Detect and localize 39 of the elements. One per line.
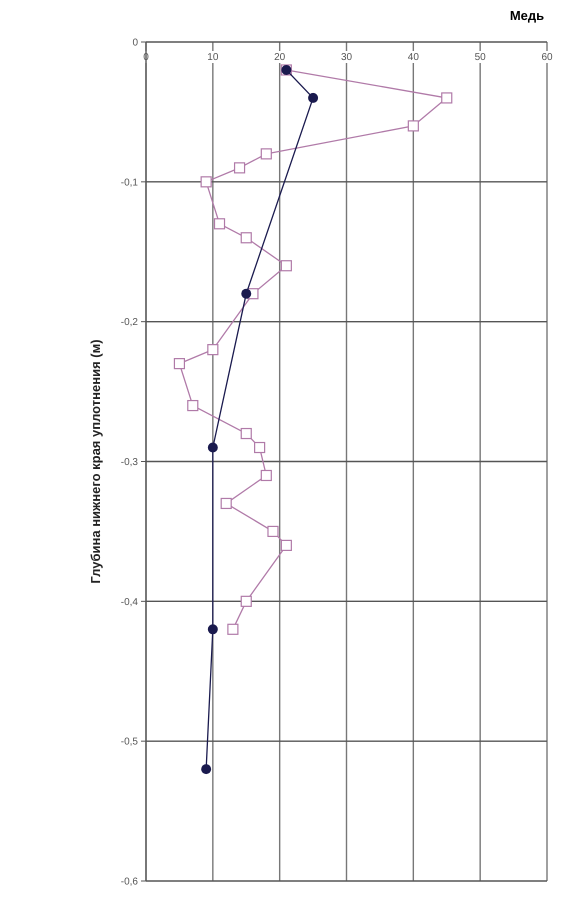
point xyxy=(201,764,212,774)
point xyxy=(174,358,186,370)
x-tick-label: 50 xyxy=(474,52,486,63)
point xyxy=(308,92,318,103)
x-tick-label: 10 xyxy=(207,52,219,63)
x-tick-label: 20 xyxy=(274,52,286,63)
point xyxy=(260,470,272,482)
point xyxy=(234,162,246,174)
x-tick-label: 40 xyxy=(408,52,420,63)
point xyxy=(187,400,198,412)
chart-title: Медь xyxy=(510,8,544,23)
point xyxy=(280,540,292,551)
point xyxy=(267,526,279,538)
point xyxy=(208,624,218,634)
y-axis-title: Глубина нижнего края уплотнения (м) xyxy=(88,339,103,584)
y-tick-label: -0,5 xyxy=(120,736,138,748)
y-tick-label: -0,2 xyxy=(120,317,138,328)
point xyxy=(441,92,452,104)
y-tick-label: -0,3 xyxy=(120,457,138,468)
x-tick-label: 60 xyxy=(541,52,553,63)
point xyxy=(227,624,238,635)
point xyxy=(214,218,226,230)
point xyxy=(280,260,292,272)
point xyxy=(208,442,218,453)
x-tick-label: 30 xyxy=(340,52,352,63)
point xyxy=(240,428,252,440)
point xyxy=(207,344,218,356)
point xyxy=(260,148,272,160)
point xyxy=(254,442,266,454)
point xyxy=(220,498,232,510)
point xyxy=(200,176,212,188)
y-tick-label: -0,4 xyxy=(120,596,138,608)
y-tick-label: -0,6 xyxy=(120,876,138,888)
y-tick-label: -0,1 xyxy=(120,177,138,188)
point xyxy=(240,232,252,244)
point xyxy=(240,596,252,607)
point xyxy=(241,288,252,299)
y-tick-label: 0 xyxy=(132,38,138,48)
point xyxy=(408,120,419,132)
